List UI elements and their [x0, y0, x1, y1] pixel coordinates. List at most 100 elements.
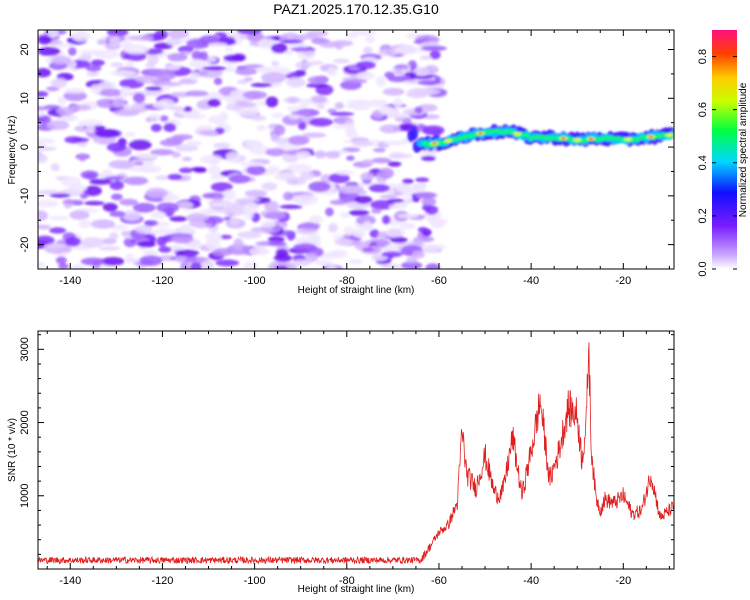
spectrogram-noise-blob — [297, 48, 316, 60]
spectrogram-noise-blob — [290, 110, 311, 116]
spectrogram-noise-blob — [86, 71, 99, 77]
spectrogram-noise-blob — [325, 207, 334, 217]
spectrogram-noise-blob — [404, 71, 417, 78]
spectrogram-noise-blob — [354, 195, 373, 204]
spectrogram-noise-blob — [309, 117, 334, 127]
spectrogram-signal-core — [493, 128, 500, 133]
spectrogram-noise-blob — [297, 33, 318, 40]
spectrogram-noise-blob — [370, 208, 382, 214]
spectrogram-noise-blob — [187, 241, 203, 250]
colorbar: 0.0 0.2 0.4 0.6 0.8 Normalized spectral ampl… — [697, 30, 749, 277]
spectrogram-noise-blob — [85, 65, 102, 72]
spectrogram-noise-blob — [139, 255, 163, 267]
colorbar-tick-label: 0.8 — [697, 49, 709, 64]
spectrogram-noise-blob — [419, 55, 432, 60]
spectrogram-noise-blob — [172, 134, 193, 140]
spectrogram-signal-peak — [573, 137, 582, 142]
spectrogram-noise-blob — [38, 114, 52, 125]
spectrogram-noise-blob — [106, 142, 127, 152]
spectrogram-noise-blob — [228, 174, 251, 184]
spectrogram-noise-blob — [307, 76, 328, 85]
spectrogram-noise-blob — [223, 216, 232, 221]
spectrogram-noise-blob — [225, 103, 244, 111]
spectrogram-noise-blob — [159, 139, 182, 147]
spectrogram-noise-blob — [326, 265, 338, 269]
spectrogram-noise-blob — [311, 95, 327, 104]
spectrogram-noise-blob — [361, 159, 375, 166]
spectrogram-signal-core — [614, 136, 621, 141]
spectrogram-signal-track — [407, 123, 674, 153]
spectrogram-noise-blob — [97, 82, 113, 90]
snr-x-tick-label: -100 — [244, 575, 266, 587]
spectrogram-noise-blob — [400, 261, 423, 269]
spectrogram-noise-blob — [150, 148, 175, 156]
spectrogram-noise-blob — [360, 172, 374, 182]
spectrogram-noise-blob — [130, 103, 144, 110]
spectrogram-noise-blob — [417, 226, 428, 233]
snr-y-tick-label: 3000 — [19, 337, 31, 361]
spectrogram-noise-blob — [415, 177, 429, 183]
spectrogram-noise-blob — [366, 100, 389, 107]
spectrogram-noise-blob — [284, 49, 294, 56]
spectrogram-noise-blob — [226, 244, 252, 256]
spectrogram-noise-blob — [186, 38, 210, 49]
spectrogram-noise-blob — [98, 246, 121, 251]
spectrogram-noise-blob — [124, 132, 136, 138]
spectrogram-noise-blob — [79, 49, 104, 56]
spectrogram-noise-blob — [162, 196, 175, 202]
spectrogram-noise-blob — [406, 256, 418, 264]
spectrogram-noise-blob — [137, 241, 156, 248]
spectrogram-noise-blob — [378, 105, 394, 116]
spectrogram-noise-blob — [351, 140, 374, 147]
spectrogram-noise-blob — [152, 228, 178, 235]
spectrogram-noise-blob — [80, 170, 99, 180]
spectrogram-noise-blob — [268, 241, 287, 247]
spectrogram-noise-blob — [378, 167, 394, 179]
spectrogram-noise-blob — [110, 70, 136, 77]
spectrogram-noise-blob — [234, 197, 261, 203]
spectrogram-x-tick-label: -40 — [523, 275, 539, 287]
spectrogram-signal-peak-max — [478, 132, 483, 135]
snr-frame — [37, 330, 675, 570]
spectrogram-noise-blob — [223, 54, 245, 63]
spectrogram-noise-blob — [156, 236, 167, 247]
spectrogram-noise-blob — [286, 77, 306, 88]
spectrogram-noise-blob — [38, 146, 57, 152]
snr-x-axis-label: Height of straight line (km) — [298, 584, 415, 595]
spectrogram-noise-blob — [324, 150, 341, 159]
spectrogram-noise-blob — [123, 176, 149, 186]
spectrogram-noise-blob — [210, 202, 228, 208]
spectrogram-noise-blob — [388, 153, 414, 159]
spectrogram-x-tick-label: -100 — [244, 275, 266, 287]
spectrogram-noise-blob — [165, 64, 181, 71]
spectrogram-noise-blob — [185, 113, 207, 120]
spectrogram-x-axis-label: Height of straight line (km) — [298, 285, 415, 296]
spectrogram-signal-core — [422, 140, 429, 146]
spectrogram-noise-blob — [188, 59, 207, 69]
spectrogram-noise-blob — [158, 246, 172, 253]
spectrogram-noise-blob — [250, 82, 273, 88]
spectrogram-noise-blob — [329, 249, 348, 258]
spectrogram-noise-blob — [80, 257, 106, 266]
spectrogram-noise-blob — [327, 66, 338, 77]
spectrogram-noise-blob — [219, 234, 233, 240]
colorbar-ticks: 0.0 0.2 0.4 0.6 0.8 — [697, 49, 737, 277]
spectrogram-noise-blob — [379, 194, 397, 199]
spectrogram-noise-blob — [135, 75, 160, 84]
spectrogram-noise-blob — [380, 263, 401, 269]
spectrogram-noise-blob — [213, 142, 231, 149]
spectrogram-noise-blob — [38, 46, 61, 56]
spectrogram-noise-blob — [285, 177, 307, 186]
spectrogram-noise-blob — [153, 42, 173, 50]
spectrogram-noise-blob — [64, 87, 86, 94]
spectrogram-noise-blob — [63, 90, 87, 102]
spectrogram-noise-blob — [244, 189, 268, 198]
spectrogram-noise-blob — [180, 261, 190, 269]
spectrogram-noise-blob — [291, 259, 311, 267]
spectrogram-noise-blob — [402, 178, 414, 185]
spectrogram-noise-blob — [345, 131, 360, 138]
spectrogram-noise-blob — [275, 265, 288, 269]
colorbar-tick-label: 0.6 — [697, 102, 709, 117]
spectrogram-noise-blob — [38, 68, 51, 78]
figure-title: PAZ1.2025.170.12.35.G10 — [273, 1, 439, 17]
